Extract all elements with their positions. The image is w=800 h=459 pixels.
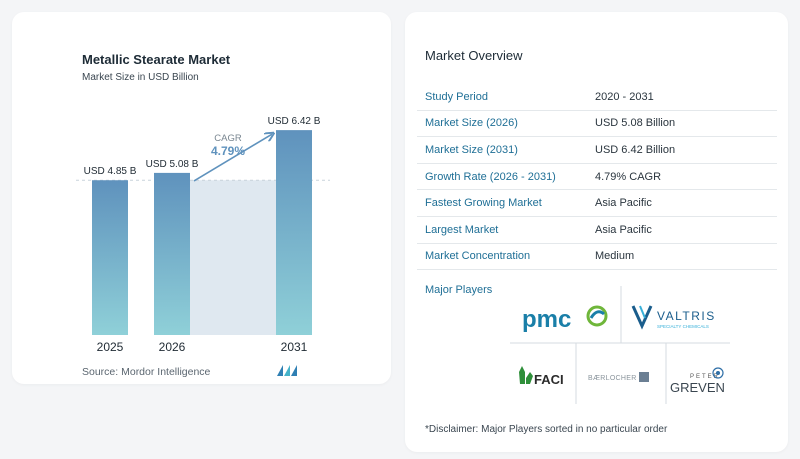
mordor-logo-icon <box>277 365 297 376</box>
category-label: 2031 <box>281 340 308 354</box>
disclaimer-text: *Disclaimer: Major Players sorted in no … <box>425 424 668 435</box>
peter-greven-top: PETER <box>690 374 720 380</box>
cagr-value: 4.79% <box>211 144 245 158</box>
peter-greven-sun-icon <box>712 367 724 379</box>
row-value: Medium <box>595 250 635 263</box>
table-row: Study Period 2020 - 2031 <box>417 84 777 111</box>
bar-2031 <box>276 130 312 335</box>
faci-logo: FACI <box>534 372 564 387</box>
row-key: Largest Market <box>425 223 499 236</box>
bar-value-label: USD 4.85 B <box>84 166 137 177</box>
pmc-swirl-icon <box>586 305 608 327</box>
category-label: 2026 <box>159 340 186 354</box>
row-value: 4.79% CAGR <box>595 170 662 183</box>
cagr-arrow <box>193 134 272 182</box>
row-key: Study Period <box>425 90 488 103</box>
row-key: Growth Rate (2026 - 2031) <box>425 170 556 183</box>
valtris-v-icon <box>631 305 653 330</box>
overview-table: Study Period 2020 - 2031 Market Size (202… <box>417 84 777 271</box>
faci-hand-icon <box>519 366 533 384</box>
bar-value-label: USD 5.08 B <box>146 159 199 170</box>
row-key: Market Size (2026) <box>425 117 518 130</box>
peter-greven-logo: GREVEN <box>670 380 725 395</box>
table-row: Market Size (2031) USD 6.42 Billion <box>417 137 777 164</box>
cagr-label: CAGR <box>214 133 242 144</box>
table-row: Fastest Growing Market Asia Pacific <box>417 190 777 217</box>
valtris-logo: VALTRIS <box>657 309 716 323</box>
row-key: Fastest Growing Market <box>425 197 542 210</box>
bar-value-label: USD 6.42 B <box>268 116 321 127</box>
baerlocher-logo: BÆRLOCHER <box>588 375 637 382</box>
major-players-label: Major Players <box>425 284 493 296</box>
table-row: Largest Market Asia Pacific <box>417 217 777 244</box>
baerlocher-badge-icon <box>639 372 649 382</box>
bar-chart: USD 4.85 B USD 5.08 B USD 6.42 B 2025 2026 2… <box>76 116 330 354</box>
table-row: Market Size (2026) USD 5.08 Billion <box>417 111 777 138</box>
bar-2025 <box>92 180 128 335</box>
row-key: Market Size (2031) <box>425 143 518 156</box>
bar-2026 <box>154 172 190 335</box>
row-value: USD 6.42 Billion <box>595 143 676 156</box>
row-key: Market Concentration <box>425 250 531 263</box>
category-label: 2025 <box>97 340 124 354</box>
growth-band <box>190 180 276 335</box>
row-value: USD 5.08 Billion <box>595 117 676 130</box>
source-text: Source: Mordor Intelligence <box>82 366 211 378</box>
pmc-logo: pmc <box>522 306 571 333</box>
chart-title: Metallic Stearate Market <box>82 52 231 67</box>
row-value: Asia Pacific <box>595 197 652 210</box>
overview-card <box>405 12 788 452</box>
valtris-subtitle: SPECIALTY CHEMICALS <box>657 324 709 329</box>
overview-title: Market Overview <box>425 48 523 63</box>
chart-subtitle: Market Size in USD Billion <box>82 72 199 83</box>
table-row: Market Concentration Medium <box>417 244 777 271</box>
row-value: 2020 - 2031 <box>595 90 654 103</box>
row-value: Asia Pacific <box>595 223 652 236</box>
table-row: Growth Rate (2026 - 2031) 4.79% CAGR <box>417 164 777 191</box>
